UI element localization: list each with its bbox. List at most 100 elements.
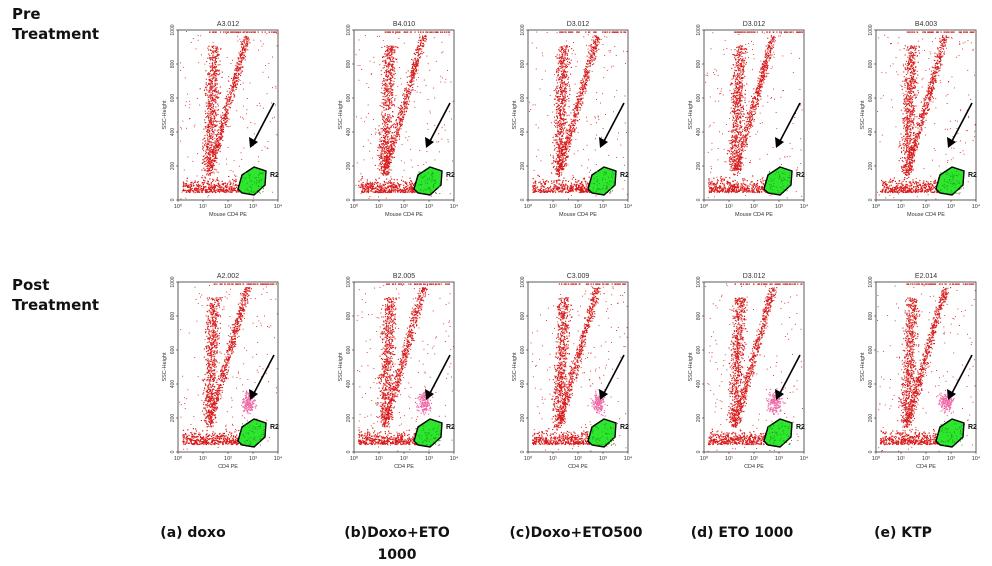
- y-axis-label: SSC-Height: [512, 352, 518, 382]
- y-tick-label: 400: [170, 128, 176, 137]
- x-tick-label: 10⁰: [174, 455, 183, 462]
- x-axis-label: CD4 PE: [218, 464, 238, 470]
- x-tick-label: 10⁰: [350, 455, 359, 462]
- x-tick-label: 10³: [775, 456, 783, 462]
- y-tick-label: 400: [696, 380, 702, 389]
- panel-header: A2.002: [217, 273, 239, 280]
- x-tick-label: 10¹: [375, 456, 383, 462]
- y-tick-label: 600: [346, 346, 352, 355]
- x-axis-label: CD4 PE: [744, 464, 764, 470]
- x-tick-label: 10¹: [897, 456, 905, 462]
- panel-header: A3.012: [217, 21, 239, 28]
- y-tick-label: 200: [696, 162, 702, 171]
- x-tick-label: 10²: [922, 456, 930, 462]
- y-axis-label: SSC-Height: [860, 352, 866, 382]
- y-tick-label: 1000: [170, 276, 176, 287]
- y-tick-label: 1000: [520, 24, 526, 35]
- panel-header: C3.009: [567, 273, 590, 280]
- x-axis-label: Mouse CD4 PE: [735, 212, 773, 218]
- x-tick-label: 10⁰: [524, 455, 533, 462]
- x-axis-label: Mouse CD4 PE: [209, 212, 247, 218]
- y-tick-label: 800: [696, 60, 702, 69]
- y-axis-label: SSC-Height: [338, 352, 344, 382]
- y-axis-label: SSC-Height: [688, 100, 694, 130]
- y-tick-label: 1000: [868, 276, 874, 287]
- x-tick-label: 10⁰: [872, 455, 881, 462]
- y-tick-label: 0: [346, 198, 352, 201]
- caption-e-line1: (e) KTP: [848, 522, 958, 544]
- x-tick-label: 10⁴: [972, 455, 981, 462]
- panel-header: B4.010: [393, 21, 415, 28]
- row-label-post-line2: Treatment: [12, 295, 99, 315]
- y-tick-label: 1000: [696, 276, 702, 287]
- x-tick-label: 10³: [947, 456, 955, 462]
- gate-label: R2: [796, 424, 805, 431]
- y-tick-label: 600: [170, 346, 176, 355]
- caption-d-line1: (d) ETO 1000: [672, 522, 812, 544]
- row-label-post: Post Treatment: [12, 275, 99, 315]
- x-tick-label: 10¹: [375, 204, 383, 210]
- gate-label: R2: [446, 424, 455, 431]
- y-tick-label: 400: [346, 128, 352, 137]
- gate-label: R2: [968, 424, 977, 431]
- y-tick-label: 200: [346, 414, 352, 423]
- y-axis-label: SSC-Height: [688, 352, 694, 382]
- caption-d: (d) ETO 1000: [672, 522, 812, 544]
- y-tick-label: 400: [520, 380, 526, 389]
- row-label-pre-line2: Treatment: [12, 24, 99, 44]
- x-tick-label: 10³: [425, 456, 433, 462]
- gate-label: R2: [620, 424, 629, 431]
- caption-b-line1: (b)Doxo+ETO: [322, 522, 472, 544]
- x-tick-label: 10⁰: [174, 203, 183, 210]
- caption-a-line1: (a) doxo: [138, 522, 248, 544]
- x-tick-label: 10⁴: [274, 455, 283, 462]
- x-tick-label: 10⁰: [350, 203, 359, 210]
- caption-e: (e) KTP: [848, 522, 958, 544]
- x-axis-label: CD4 PE: [568, 464, 588, 470]
- panel-header: D3.012: [567, 21, 590, 28]
- y-tick-label: 800: [696, 312, 702, 321]
- y-tick-label: 1000: [346, 276, 352, 287]
- y-tick-label: 200: [696, 414, 702, 423]
- y-tick-label: 0: [868, 198, 874, 201]
- x-tick-label: 10²: [224, 204, 232, 210]
- panel-header: B4.003: [915, 21, 937, 28]
- x-tick-label: 10¹: [199, 204, 207, 210]
- y-tick-label: 800: [868, 312, 874, 321]
- x-axis-label: CD4 PE: [394, 464, 414, 470]
- x-tick-label: 10³: [599, 204, 607, 210]
- x-tick-label: 10¹: [725, 204, 733, 210]
- panel-header: D3.012: [743, 21, 766, 28]
- caption-c: (c)Doxo+ETO500: [488, 522, 664, 544]
- x-tick-label: 10⁴: [624, 455, 633, 462]
- x-tick-label: 10⁰: [872, 203, 881, 210]
- y-tick-label: 600: [520, 346, 526, 355]
- panel-header: B2.005: [393, 273, 415, 280]
- y-tick-label: 600: [520, 94, 526, 103]
- x-tick-label: 10⁴: [450, 203, 459, 210]
- y-tick-label: 800: [170, 60, 176, 69]
- x-tick-label: 10⁴: [800, 203, 809, 210]
- gate-label: R2: [446, 172, 455, 179]
- x-axis-label: Mouse CD4 PE: [907, 212, 945, 218]
- y-tick-label: 1000: [868, 24, 874, 35]
- y-tick-label: 800: [346, 60, 352, 69]
- y-tick-label: 800: [170, 312, 176, 321]
- x-tick-label: 10⁰: [524, 203, 533, 210]
- x-tick-label: 10¹: [549, 204, 557, 210]
- y-axis-label: SSC-Height: [860, 100, 866, 130]
- x-tick-label: 10⁴: [274, 203, 283, 210]
- y-tick-label: 0: [696, 198, 702, 201]
- gate-label: R2: [796, 172, 805, 179]
